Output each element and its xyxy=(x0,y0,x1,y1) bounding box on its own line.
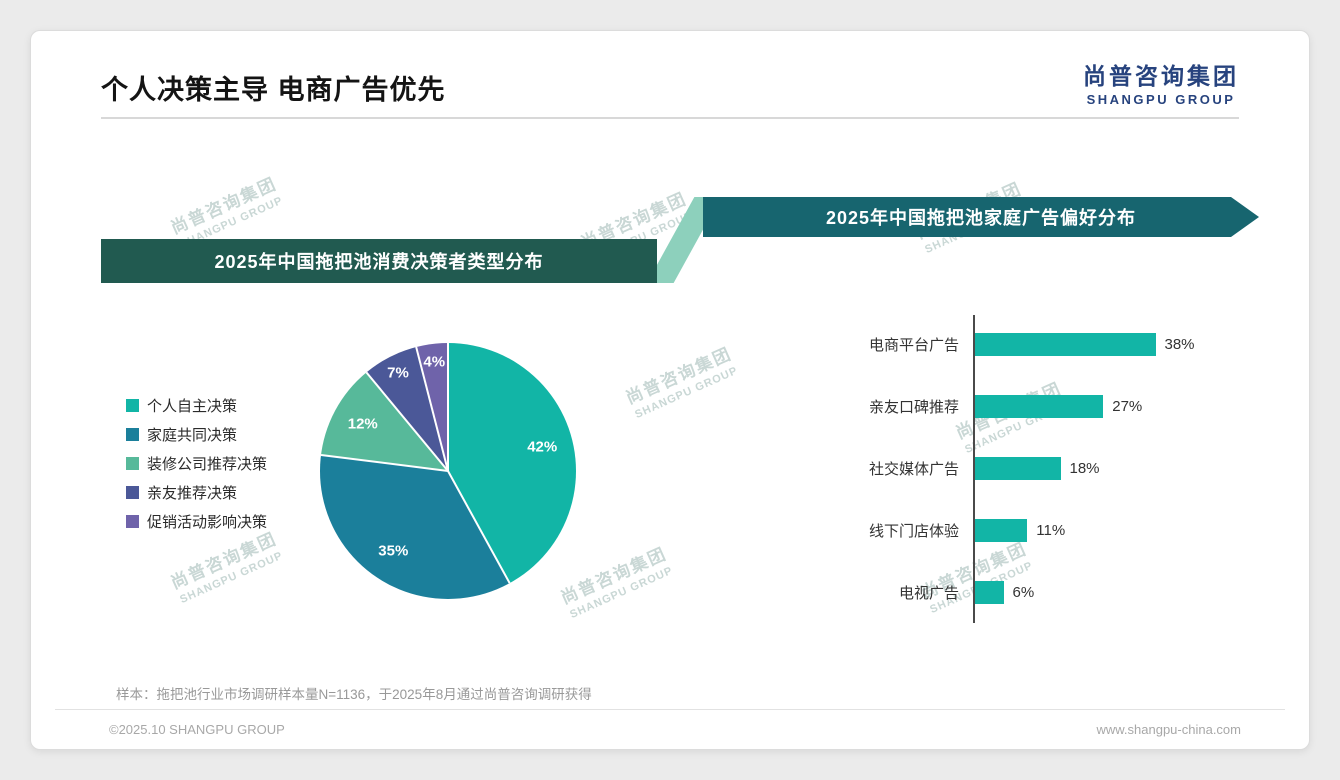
bar-row: 社交媒体广告 18% xyxy=(823,437,1273,499)
page-title: 个人决策主导 电商广告优先 xyxy=(101,75,446,105)
bar-value-label: 6% xyxy=(1012,583,1035,601)
footer: ©2025.10 SHANGPU GROUP www.shangpu-china… xyxy=(55,709,1285,749)
pie-legend: 个人自主决策 家庭共同决策装修公司推荐决策 亲友推荐决策促销活动影响决策 xyxy=(126,391,267,536)
bar-value-label: 38% xyxy=(1164,335,1195,353)
bar xyxy=(975,332,1156,356)
legend-item: 家庭共同决策 xyxy=(126,420,267,449)
legend-marker xyxy=(126,399,139,412)
sample-footnote: 样本：拖把池行业市场调研样本量N=1136，于2025年8月通过尚普咨询调研获得 xyxy=(116,687,592,702)
legend-item: 个人自主决策 xyxy=(126,391,267,420)
legend-marker xyxy=(126,486,139,499)
legend-item: 装修公司推荐决策 xyxy=(126,449,267,478)
bar-track: 18% xyxy=(975,456,1100,480)
legend-label: 亲友推荐决策 xyxy=(147,485,238,502)
bar-category-label: 电视广告 xyxy=(898,584,959,602)
bar-value-label: 18% xyxy=(1069,459,1100,477)
pie-value-label: 35% xyxy=(378,542,409,560)
logo-english: SHANGPU GROUP xyxy=(1086,91,1236,107)
bar-category-label: 电商平台广告 xyxy=(868,336,959,354)
pie-chart: 42% 35% 12% 7% 4% xyxy=(320,343,576,599)
bar-track: 11% xyxy=(975,518,1066,542)
bar-row: 电商平台广告 38% xyxy=(823,313,1273,375)
bar-category-label: 亲友口碑推荐 xyxy=(868,398,959,416)
bar-chart-rows: 电商平台广告 38% 亲友口碑推荐 27% 社交媒体广告 18% 线下门店体验 11% 电视广告… xyxy=(823,313,1273,623)
bar-track: 6% xyxy=(975,580,1035,604)
logo-chinese: 尚普咨询集团 xyxy=(1083,63,1239,90)
bar-axis-line xyxy=(973,315,975,623)
decision-banner: 2025年中国拖把池消费决策者类型分布 xyxy=(101,239,657,283)
legend-item: 亲友推荐决策 xyxy=(126,478,267,507)
bar-chart: 电商平台广告 38% 亲友口碑推荐 27% 社交媒体广告 18% 线下门店体验 11% 电视广告… xyxy=(823,313,1273,625)
footer-website: www.shangpu-china.com xyxy=(1096,722,1241,737)
legend-item: 促销活动影响决策 xyxy=(126,507,267,536)
bar-category-label: 社交媒体广告 xyxy=(868,460,959,478)
legend-label: 装修公司推荐决策 xyxy=(147,456,268,473)
pie-value-label: 4% xyxy=(423,353,446,371)
bar-row: 电视广告 6% xyxy=(823,561,1273,623)
bar xyxy=(975,394,1104,418)
legend-marker xyxy=(126,428,139,441)
header: 个人决策主导 电商广告优先 尚普咨询集团 SHANGPU GROUP xyxy=(101,31,1239,119)
legend-marker xyxy=(126,457,139,470)
pie-slice-divider xyxy=(447,470,511,584)
bar-category-label: 线下门店体验 xyxy=(868,522,959,540)
bar-track: 27% xyxy=(975,394,1143,418)
bar xyxy=(975,456,1061,480)
pie-slice-divider xyxy=(320,453,449,472)
pie-slice-divider xyxy=(447,343,449,471)
pie-value-label: 7% xyxy=(387,364,409,382)
footer-copyright: ©2025.10 SHANGPU GROUP xyxy=(109,722,285,737)
bar-track: 38% xyxy=(975,332,1195,356)
bar xyxy=(975,580,1004,604)
pie-value-label: 12% xyxy=(347,415,378,433)
legend-marker xyxy=(126,515,139,528)
legend-label: 促销活动影响决策 xyxy=(147,514,268,531)
legend-label: 个人自主决策 xyxy=(147,398,238,415)
bar-row: 亲友口碑推荐 27% xyxy=(823,375,1273,437)
ad-banner-title: 2025年中国拖把池家庭广告偏好分布 xyxy=(825,208,1137,228)
bar-value-label: 27% xyxy=(1112,397,1143,415)
company-logo: 尚普咨询集团 SHANGPU GROUP xyxy=(1083,64,1239,107)
bar xyxy=(975,518,1028,542)
legend-label: 家庭共同决策 xyxy=(147,427,238,444)
bar-value-label: 11% xyxy=(1036,521,1066,539)
pie-value-label: 42% xyxy=(527,438,558,456)
decision-banner-title: 2025年中国拖把池消费决策者类型分布 xyxy=(214,252,544,272)
slide-card: 尚普咨询集团 SHANGPU GROUP 尚普咨询集团 SHANGPU GROU… xyxy=(30,30,1310,750)
ad-banner: 2025年中国拖把池家庭广告偏好分布 xyxy=(703,197,1259,237)
bar-row: 线下门店体验 11% xyxy=(823,499,1273,561)
